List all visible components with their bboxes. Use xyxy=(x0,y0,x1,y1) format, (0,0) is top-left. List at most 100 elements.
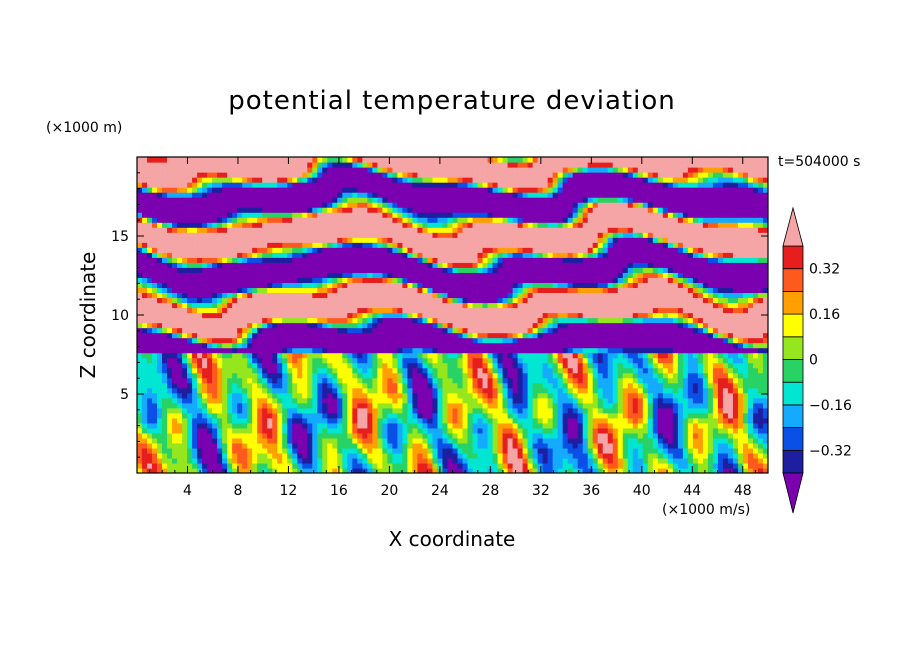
field-cell xyxy=(392,242,399,248)
field-cell xyxy=(497,442,504,449)
field-cell xyxy=(272,377,278,384)
field-cell xyxy=(477,312,484,319)
field-cell xyxy=(482,242,489,248)
field-cell xyxy=(297,167,303,173)
field-cell xyxy=(157,312,163,319)
field-cell xyxy=(487,217,494,223)
field-cell xyxy=(522,322,529,329)
field-cell xyxy=(222,457,228,464)
field-cell xyxy=(417,182,424,188)
field-cell xyxy=(477,462,484,469)
field-cell xyxy=(307,317,313,324)
field-cell xyxy=(402,282,409,289)
field-cell xyxy=(332,192,338,198)
field-cell xyxy=(262,442,268,449)
field-cell xyxy=(217,272,223,278)
field-cell xyxy=(252,367,258,374)
field-cell xyxy=(482,462,489,469)
field-cell xyxy=(392,297,399,304)
field-cell xyxy=(467,442,474,449)
field-cell xyxy=(177,277,183,283)
field-cell xyxy=(467,372,474,379)
field-cell xyxy=(337,302,343,309)
field-cell xyxy=(337,402,343,409)
field-cell xyxy=(192,307,198,314)
field-cell xyxy=(472,432,479,439)
field-cell xyxy=(487,312,494,319)
field-cell xyxy=(517,307,524,314)
field-cell xyxy=(447,292,454,299)
field-cell xyxy=(512,177,519,183)
field-cell xyxy=(397,197,404,203)
field-cell xyxy=(507,202,514,208)
field-cell xyxy=(282,202,288,208)
field-cell xyxy=(307,377,313,384)
field-cell xyxy=(482,197,489,203)
field-cell xyxy=(372,177,378,183)
field-cell xyxy=(437,402,444,409)
field-cell xyxy=(402,202,409,208)
field-cell xyxy=(237,382,243,389)
field-cell xyxy=(357,362,363,369)
field-cell xyxy=(447,362,454,369)
field-cell xyxy=(392,387,399,394)
field-cell xyxy=(397,377,404,384)
field-cell xyxy=(377,422,383,429)
field-cell xyxy=(432,247,439,253)
field-cell xyxy=(342,457,348,464)
field-cell xyxy=(397,257,404,263)
field-cell xyxy=(247,427,253,434)
field-cell xyxy=(327,377,333,384)
field-cell xyxy=(442,267,449,273)
field-cell xyxy=(237,217,243,223)
field-cell xyxy=(387,262,394,268)
field-cell xyxy=(427,257,434,263)
field-cell xyxy=(497,292,504,299)
field-cell xyxy=(462,412,469,419)
field-cell xyxy=(482,427,489,434)
field-cell xyxy=(227,292,233,299)
field-cell xyxy=(352,337,358,344)
field-cell xyxy=(312,437,318,444)
field-cell xyxy=(497,412,504,419)
field-cell xyxy=(427,452,434,459)
field-cell xyxy=(512,432,519,439)
field-cell xyxy=(197,437,203,444)
field-cell xyxy=(342,302,348,309)
field-cell xyxy=(387,277,394,283)
field-cell xyxy=(302,272,308,278)
field-cell xyxy=(502,327,509,334)
field-cell xyxy=(167,377,173,384)
field-cell xyxy=(152,197,158,203)
field-cell xyxy=(182,452,188,459)
field-cell xyxy=(267,332,273,339)
field-cell xyxy=(302,297,308,304)
field-cell xyxy=(522,212,529,218)
field-cell xyxy=(237,237,243,243)
field-cell xyxy=(272,342,278,349)
field-cell xyxy=(137,342,143,349)
field-cell xyxy=(252,162,258,168)
field-cell xyxy=(277,452,283,459)
field-cell xyxy=(197,397,203,404)
field-cell xyxy=(367,237,373,243)
field-cell xyxy=(412,282,419,289)
field-cell xyxy=(202,342,208,349)
field-cell xyxy=(322,177,328,183)
field-cell xyxy=(152,397,158,404)
field-cell xyxy=(307,307,313,314)
field-cell xyxy=(482,447,489,454)
field-cell xyxy=(487,317,494,324)
field-cell xyxy=(532,457,539,464)
field-cell xyxy=(267,362,273,369)
field-cell xyxy=(367,187,373,193)
field-cell xyxy=(532,432,539,439)
field-cell xyxy=(232,322,238,329)
field-cell xyxy=(347,187,353,193)
field-cell xyxy=(192,207,198,213)
field-cell xyxy=(412,452,419,459)
field-cell xyxy=(417,467,424,473)
field-cell xyxy=(392,447,399,454)
field-cell xyxy=(197,377,203,384)
field-cell xyxy=(247,172,253,178)
